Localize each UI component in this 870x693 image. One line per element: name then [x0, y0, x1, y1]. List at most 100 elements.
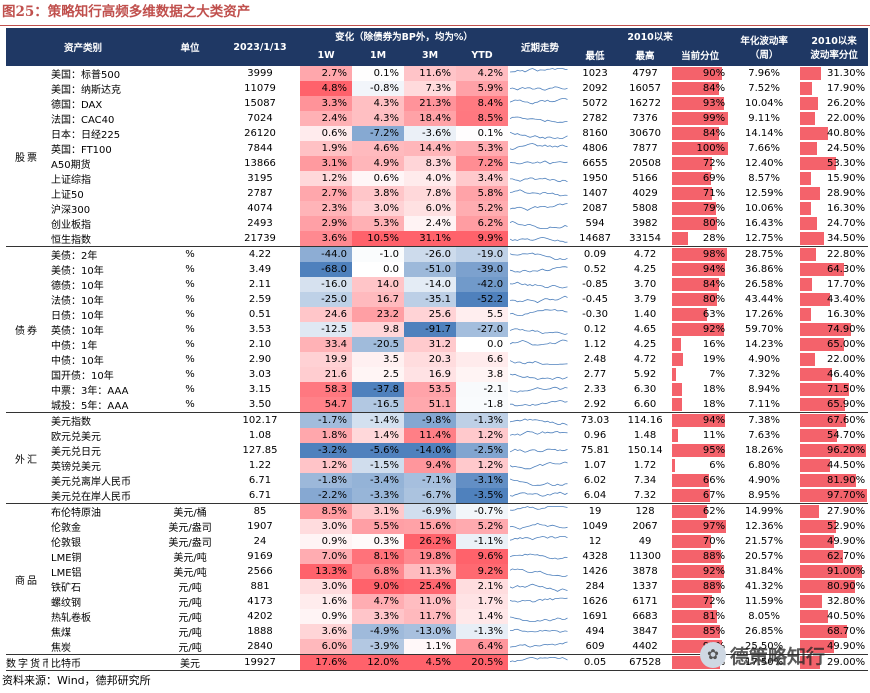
low-value: 75.81 — [580, 445, 610, 456]
change-m3: 7.8% — [404, 186, 457, 201]
change-m3: 11.3% — [404, 564, 457, 579]
change-w1: 1.8% — [300, 428, 353, 443]
change-m1: 6.8% — [352, 564, 405, 579]
low-value: 1691 — [582, 611, 608, 622]
low-value: 494 — [585, 626, 605, 637]
weekly-vol: 14.99% — [745, 506, 784, 517]
change-m1: -1.0 — [352, 246, 405, 262]
change-m3: 11.6% — [404, 66, 457, 81]
current-value: 3.03 — [248, 369, 272, 380]
change-ytd: -52.2 — [456, 292, 509, 307]
change-m1: -3.4% — [352, 473, 405, 488]
high-value: 49 — [638, 536, 652, 547]
current-pctile: 100% — [672, 141, 729, 156]
trend-sparkline — [508, 488, 573, 504]
source-note: 资料来源：Wind，德邦研究所 — [2, 674, 151, 687]
weekly-vol: 43.44% — [745, 294, 784, 305]
change-m3: 4.0% — [404, 171, 457, 186]
table-row: 日债：10年% 0.51 24.6 23.2 25.6 5.5 -0.30 1.40 63% 17… — [6, 307, 868, 322]
current-value: 2.90 — [248, 354, 272, 365]
asset-unit — [160, 96, 220, 111]
trend-sparkline — [508, 549, 572, 564]
high-value: 11300 — [629, 551, 661, 562]
weekly-vol: 28.75% — [745, 249, 784, 260]
asset-unit: % — [185, 249, 195, 260]
current-pctile: 18% — [672, 397, 729, 413]
vol-pctile: 80.90% — [800, 579, 868, 594]
trend-sparkline — [508, 352, 572, 367]
current-pctile: 99% — [672, 111, 728, 126]
trend-sparkline — [508, 443, 572, 458]
current-value: 2840 — [220, 639, 301, 655]
change-ytd: -1.8 — [456, 397, 509, 413]
change-m1: 14.0 — [352, 277, 405, 292]
high-value: 4797 — [632, 68, 658, 79]
vol-pctile: 40.80% — [800, 126, 868, 141]
high-value: 6.60 — [618, 397, 673, 413]
asset-unit — [160, 126, 220, 141]
high-value: 1.40 — [633, 309, 657, 320]
table-row: 创业板指 2493 2.9% 5.3% 2.4% 6.2% 594 3982 80% 16.43%… — [6, 216, 868, 231]
current-value: 2.11 — [248, 279, 272, 290]
change-ytd: 9.2% — [456, 564, 509, 579]
change-m1: 4.7% — [352, 594, 405, 609]
weekly-vol: 36.86% — [745, 264, 784, 275]
change-ytd: 0.1% — [456, 126, 509, 141]
high-value: 16272 — [629, 98, 661, 109]
change-m3: 6.0% — [404, 201, 457, 216]
current-pctile: 88% — [672, 579, 728, 594]
change-w1: 1.9% — [300, 141, 353, 156]
trend-sparkline — [508, 504, 572, 520]
low-value: 2782 — [582, 113, 608, 124]
asset-name: 日债：10年 — [51, 311, 104, 322]
low-value: -0.85 — [582, 279, 608, 290]
change-m1: 2.5 — [352, 367, 405, 382]
change-ytd: 6.2% — [456, 216, 509, 231]
low-value: 5072 — [582, 98, 608, 109]
weekly-vol: 14.14% — [745, 128, 784, 139]
trend-sparkline — [508, 534, 572, 549]
change-m1: 4.3% — [352, 96, 405, 111]
change-m3: -91.7 — [404, 322, 457, 337]
vol-pctile: 28.90% — [800, 186, 868, 201]
current-pctile: 84% — [672, 126, 728, 141]
current-value: 3195 — [247, 173, 273, 184]
current-value: 1.08 — [248, 430, 272, 441]
high-value: 5166 — [632, 173, 658, 184]
asset-unit: % — [185, 354, 195, 365]
high-value: 4.25 — [633, 339, 657, 350]
current-value: 13866 — [244, 158, 276, 169]
asset-name: 美元兑离岸人民币 — [51, 477, 131, 488]
table-body: 股票 美国：标普500 3999 2.7% 0.1% 11.6% 4.2% 1023 4797 9… — [6, 66, 869, 671]
wechat-icon: ✿ — [700, 642, 726, 668]
vol-pctile: 64.30% — [800, 262, 868, 277]
trend-sparkline — [508, 473, 572, 488]
change-m3: 18.4% — [404, 111, 457, 126]
low-value: 2.77 — [583, 369, 607, 380]
header-high: 最高 — [618, 44, 673, 66]
weekly-vol: 12.36% — [745, 521, 784, 532]
asset-name: 伦敦金 — [51, 523, 81, 534]
vol-pctile: 97.70% — [800, 488, 869, 504]
table-row: 债券 美债：2年% 4.22 -44.0 -1.0 -26.0 -19.0 0.09 4.72 9… — [6, 246, 868, 413]
change-ytd: -27.0 — [456, 322, 509, 337]
change-w1: 3.0% — [300, 519, 353, 534]
asset-name: A50期货 — [51, 160, 91, 171]
asset-unit: 美元/吨 — [173, 553, 207, 564]
asset-name: 德国：DAX — [51, 100, 103, 111]
high-value: 3.79 — [633, 294, 657, 305]
change-m1: 3.1% — [352, 503, 405, 519]
weekly-vol: 4.90% — [748, 354, 780, 365]
current-pctile: 85% — [672, 624, 728, 639]
table-row: 商品 布伦特原油 美元/桶 85 8.5% 3.1% -6.9% -0.7% 19 128 62% 1… — [6, 503, 868, 655]
current-value: 7844 — [247, 143, 273, 154]
high-value: 3847 — [632, 626, 658, 637]
vol-pctile: 52.90% — [800, 519, 868, 534]
change-w1: 7.0% — [300, 549, 353, 564]
asset-name: 欧元兑美元 — [51, 432, 101, 443]
asset-unit: 元/吨 — [178, 613, 202, 624]
high-value: 1.48 — [633, 430, 657, 441]
asset-name: 美元兑在岸人民币 — [48, 488, 161, 504]
change-ytd: 1.2% — [456, 428, 509, 443]
change-m3: 26.2% — [404, 534, 457, 549]
